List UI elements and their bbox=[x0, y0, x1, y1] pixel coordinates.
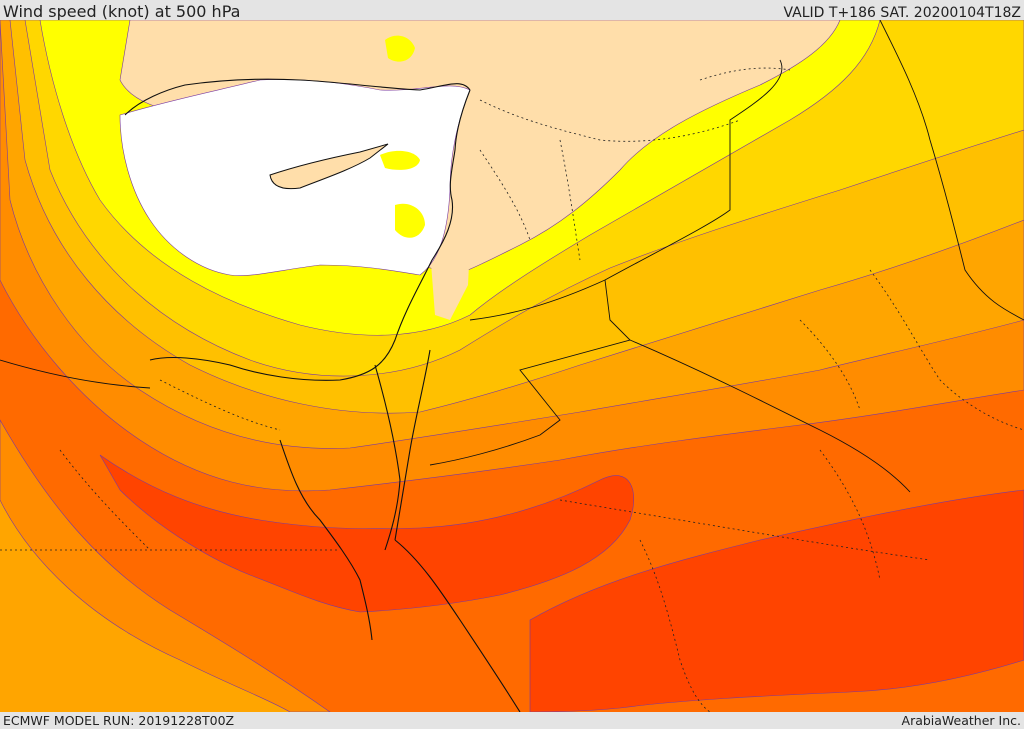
model-run-label: ECMWF MODEL RUN: 20191228T00Z bbox=[3, 713, 235, 728]
internal-boundaries bbox=[0, 67, 1024, 712]
valid-time: VALID T+186 SAT. 20200104T18Z bbox=[783, 5, 1021, 21]
band-core-west bbox=[99, 454, 634, 613]
wind-speed-map bbox=[0, 20, 1024, 712]
yellow-patch-3 bbox=[385, 35, 415, 62]
borders bbox=[0, 20, 1024, 493]
credit-label: ArabiaWeather Inc. bbox=[901, 713, 1021, 728]
band-sw-orange bbox=[0, 500, 290, 712]
map-title: Wind speed (knot) at 500 hPa bbox=[3, 2, 241, 21]
yellow-patch-1 bbox=[380, 150, 420, 170]
header-bar: Wind speed (knot) at 500 hPa VALID T+186… bbox=[0, 0, 1024, 22]
band-core-east bbox=[529, 489, 1024, 712]
band-sw-dark-orange bbox=[0, 419, 331, 712]
footer-bar: ECMWF MODEL RUN: 20191228T00Z ArabiaWeat… bbox=[0, 712, 1024, 729]
yellow-patch-2 bbox=[395, 203, 425, 238]
cyprus-island bbox=[269, 143, 389, 190]
land-levant bbox=[430, 245, 470, 320]
coastlines bbox=[124, 78, 521, 712]
